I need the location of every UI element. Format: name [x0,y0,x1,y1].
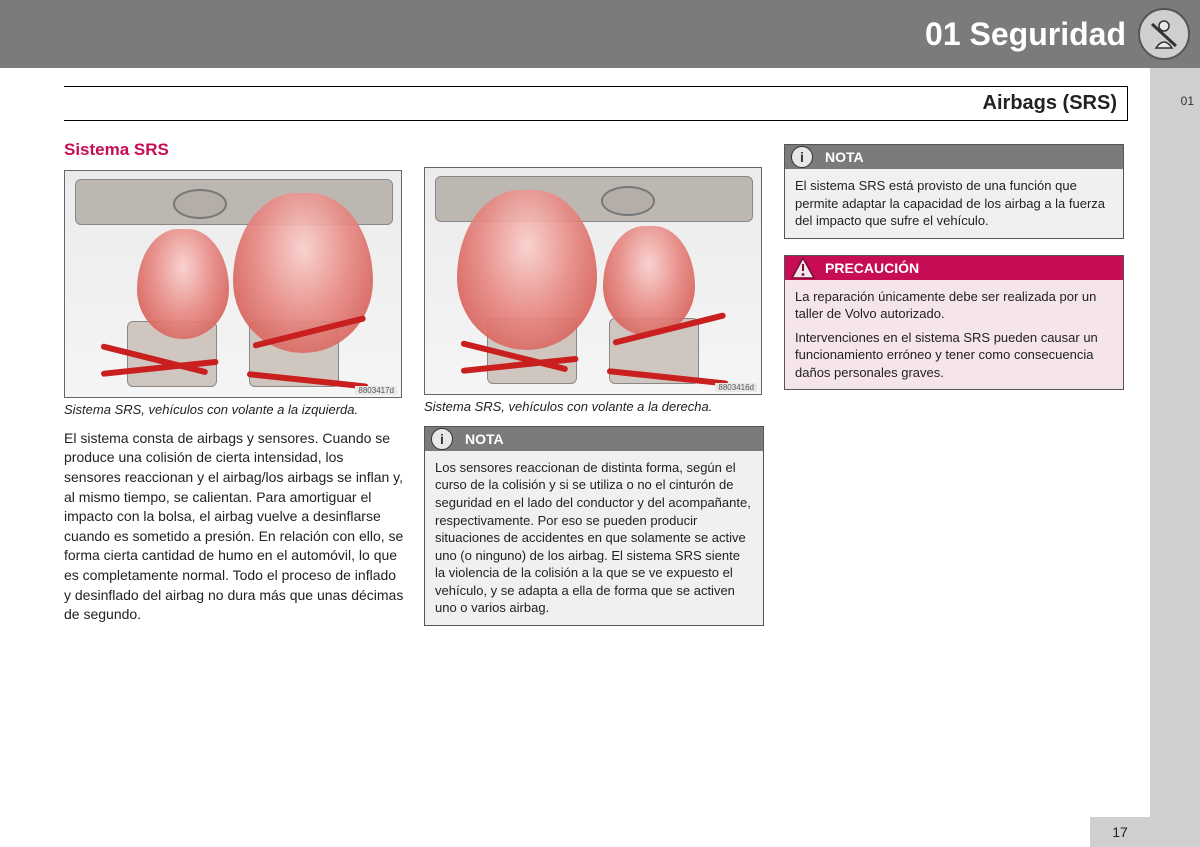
figure-code: 8803416d [715,383,757,392]
page-topic-bar: Airbags (SRS) [64,86,1128,121]
nota-header: i NOTA [425,427,763,451]
page-topic: Airbags (SRS) [983,92,1117,114]
body-paragraph: El sistema consta de airbags y sensores.… [64,429,404,625]
warning-icon [791,257,815,279]
nota-callout-2: i NOTA El sistema SRS está provisto de u… [784,144,1124,239]
srs-figure-right-drive: 8803416d [424,167,762,395]
chapter-header: 01 Seguridad [0,0,1200,68]
nota-body: Los sensores reaccionan de distinta form… [425,451,763,625]
precaucion-text-1: La reparación únicamente debe ser realiz… [795,288,1113,323]
chapter-title: 01 Seguridad [925,16,1126,53]
precaucion-header: PRECAUCIÓN [785,256,1123,280]
nota-label: NOTA [825,149,864,165]
nota-header: i NOTA [785,145,1123,169]
srs-figure-left-drive: 8803417d [64,170,402,398]
content-columns: Sistema SRS 8803417d Sistema SRS, vehícu… [64,140,1128,626]
precaucion-label: PRECAUCIÓN [825,260,919,276]
column-3: i NOTA El sistema SRS está provisto de u… [784,140,1124,626]
seatbelt-person-icon [1138,8,1190,60]
precaucion-body: La reparación únicamente debe ser realiz… [785,280,1123,390]
chapter-tab-number: 01 [1181,94,1194,108]
page-number: 17 [1112,824,1128,840]
figure-caption-right: Sistema SRS, vehículos con volante a la … [424,399,764,416]
section-heading: Sistema SRS [64,140,404,160]
nota-body: El sistema SRS está provisto de una func… [785,169,1123,238]
chapter-side-tab: 01 [1150,68,1200,847]
page-number-box: 17 [1090,817,1150,847]
precaucion-callout: PRECAUCIÓN La reparación únicamente debe… [784,255,1124,391]
nota-callout: i NOTA Los sensores reaccionan de distin… [424,426,764,626]
column-2: 8803416d Sistema SRS, vehículos con vola… [424,140,764,626]
nota-label: NOTA [465,431,504,447]
figure-code: 8803417d [355,386,397,395]
info-icon: i [791,146,813,168]
info-icon: i [431,428,453,450]
column-1: Sistema SRS 8803417d Sistema SRS, vehícu… [64,140,404,626]
precaucion-text-2: Intervenciones en el sistema SRS pueden … [795,329,1113,382]
figure-caption-left: Sistema SRS, vehículos con volante a la … [64,402,404,419]
